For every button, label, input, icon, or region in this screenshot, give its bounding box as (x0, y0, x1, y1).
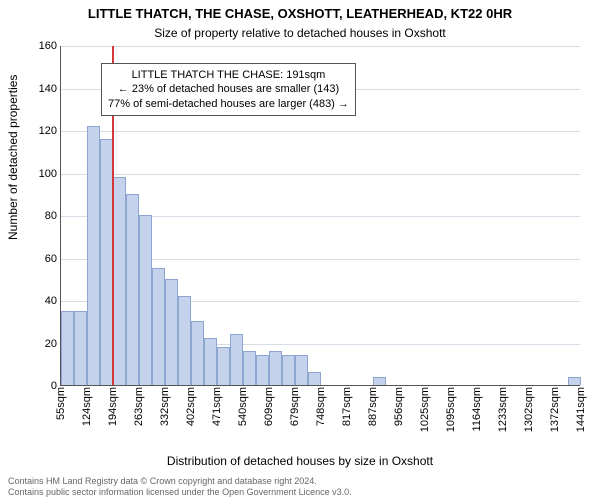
histogram-bar (230, 334, 243, 385)
y-tick-label: 60 (25, 253, 57, 265)
y-tick-label: 20 (25, 338, 57, 350)
x-tick-label: 540sqm (237, 387, 249, 426)
x-tick-label: 609sqm (263, 387, 275, 426)
gridline (61, 46, 580, 47)
histogram-bar (139, 215, 152, 385)
histogram-bar (178, 296, 191, 385)
histogram-bar (204, 338, 217, 385)
y-tick-label: 100 (25, 168, 57, 180)
x-tick-label: 748sqm (315, 387, 327, 426)
histogram-bar (217, 347, 230, 385)
y-tick-label: 80 (25, 210, 57, 222)
y-tick-label: 120 (25, 125, 57, 137)
x-tick-label: 817sqm (341, 387, 353, 426)
histogram-bar (74, 311, 87, 385)
histogram-bar (256, 355, 269, 385)
x-tick-label: 1302sqm (523, 387, 535, 432)
histogram-bar (100, 139, 113, 386)
x-tick-label: 194sqm (107, 387, 119, 426)
x-tick-label: 332sqm (159, 387, 171, 426)
footer-line-2: Contains public sector information licen… (8, 487, 592, 498)
histogram-bar (113, 177, 126, 385)
x-tick-label: 55sqm (55, 387, 67, 420)
chart-title: LITTLE THATCH, THE CHASE, OXSHOTT, LEATH… (0, 6, 600, 21)
y-tick-label: 40 (25, 295, 57, 307)
footer-line-1: Contains HM Land Registry data © Crown c… (8, 476, 592, 487)
histogram-bar (61, 311, 74, 385)
histogram-bar (568, 377, 581, 386)
histogram-bar (126, 194, 139, 385)
footer-attribution: Contains HM Land Registry data © Crown c… (8, 476, 592, 498)
histogram-bar (191, 321, 204, 385)
marker-annotation: LITTLE THATCH THE CHASE: 191sqm ← 23% of… (101, 63, 356, 116)
x-tick-label: 1372sqm (549, 387, 561, 432)
x-tick-label: 956sqm (393, 387, 405, 426)
x-tick-label: 1233sqm (497, 387, 509, 432)
x-tick-label: 1095sqm (445, 387, 457, 432)
x-tick-label: 1441sqm (575, 387, 587, 432)
histogram-bar (165, 279, 178, 385)
x-axis-label: Distribution of detached houses by size … (0, 454, 600, 468)
annotation-line-3: 77% of semi-detached houses are larger (… (108, 97, 349, 111)
histogram-bar (269, 351, 282, 385)
property-size-chart: LITTLE THATCH, THE CHASE, OXSHOTT, LEATH… (0, 0, 600, 500)
x-tick-label: 887sqm (367, 387, 379, 426)
annotation-line-2: ← 23% of detached houses are smaller (14… (108, 82, 349, 96)
y-tick-label: 0 (25, 380, 57, 392)
y-tick-label: 140 (25, 83, 57, 95)
x-tick-label: 124sqm (81, 387, 93, 426)
plot-area: 02040608010012014016055sqm124sqm194sqm26… (60, 46, 580, 386)
gridline (61, 131, 580, 132)
histogram-bar (243, 351, 256, 385)
x-tick-label: 1025sqm (419, 387, 431, 432)
histogram-bar (373, 377, 386, 386)
histogram-bar (282, 355, 295, 385)
y-axis-label: Number of detached properties (6, 75, 20, 240)
x-tick-label: 263sqm (133, 387, 145, 426)
histogram-bar (308, 372, 321, 385)
chart-subtitle: Size of property relative to detached ho… (0, 26, 600, 40)
gridline (61, 174, 580, 175)
histogram-bar (152, 268, 165, 385)
x-tick-label: 1164sqm (471, 387, 483, 431)
annotation-line-1: LITTLE THATCH THE CHASE: 191sqm (108, 68, 349, 82)
histogram-bar (295, 355, 308, 385)
y-tick-label: 160 (25, 40, 57, 52)
x-tick-label: 402sqm (185, 387, 197, 426)
x-tick-label: 679sqm (289, 387, 301, 426)
x-tick-label: 471sqm (211, 387, 223, 426)
histogram-bar (87, 126, 100, 385)
